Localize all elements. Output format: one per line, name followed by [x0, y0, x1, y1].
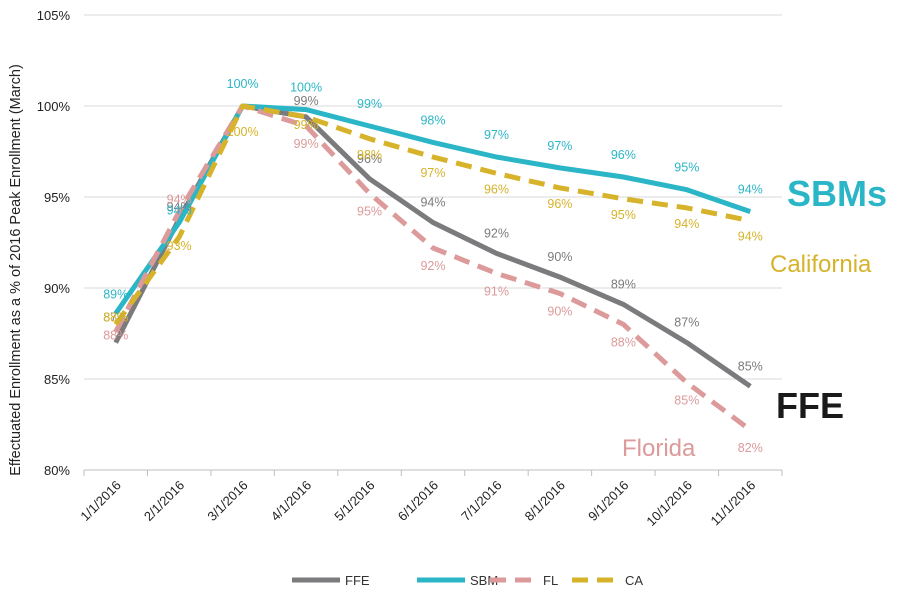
data-label-ffe: 89%	[611, 277, 636, 291]
x-tick-label: 9/1/2016	[585, 478, 631, 524]
x-tick-label: 10/1/2016	[643, 478, 695, 530]
data-label-fl: 99%	[294, 137, 319, 151]
data-label-ca: 100%	[227, 125, 259, 139]
annotation-sbm: SBMs	[787, 173, 887, 214]
data-label-ca: 96%	[484, 182, 509, 196]
legend-label-sbm: SBM	[470, 573, 498, 588]
data-label-ca: 95%	[611, 208, 636, 222]
data-label-ca: 94%	[674, 217, 699, 231]
y-tick-label: 80%	[44, 463, 70, 478]
y-tick-label: 105%	[37, 8, 71, 23]
data-label-ca: 99%	[294, 118, 319, 132]
data-label-sbm: 97%	[547, 139, 572, 153]
data-label-sbm: 94%	[738, 183, 763, 197]
legend-label-ca: CA	[625, 573, 643, 588]
annotation-ca: California	[770, 251, 872, 278]
x-tick-label: 8/1/2016	[522, 478, 568, 524]
series-annotations: SBMs California FFE Florida	[622, 173, 887, 462]
data-label-ffe: 92%	[484, 226, 509, 240]
data-label-fl: 90%	[547, 304, 572, 318]
x-tick-label: 3/1/2016	[204, 478, 250, 524]
data-label-ca: 94%	[738, 230, 763, 244]
series-line-ca	[113, 103, 751, 326]
legend-label-ffe: FFE	[345, 573, 370, 588]
data-label-ffe: 87%	[103, 311, 128, 325]
x-tick-label: 2/1/2016	[141, 478, 187, 524]
x-tick-label: 4/1/2016	[268, 478, 314, 524]
annotation-ffe: FFE	[776, 385, 844, 426]
data-label-sbm: 89%	[103, 287, 128, 301]
y-tick-label: 90%	[44, 281, 70, 296]
annotation-fl: Florida	[622, 435, 696, 462]
data-label-sbm: 98%	[420, 113, 445, 127]
data-label-ffe: 87%	[674, 316, 699, 330]
x-tick-label: 5/1/2016	[331, 478, 377, 524]
data-label-ffe: 96%	[357, 152, 382, 166]
data-label-fl: 82%	[738, 441, 763, 455]
y-tick-label: 95%	[44, 190, 70, 205]
data-label-sbm: 99%	[357, 97, 382, 111]
x-tick-label: 7/1/2016	[458, 478, 504, 524]
x-tick-label: 11/1/2016	[708, 478, 759, 529]
data-label-fl: 95%	[357, 204, 382, 218]
x-axis: 1/1/2016 2/1/2016 3/1/2016 4/1/2016 5/1/2016…	[77, 469, 783, 530]
data-label-sbm: 94%	[167, 203, 192, 217]
data-label-fl: 88%	[611, 335, 636, 349]
data-label-fl: 92%	[420, 259, 445, 273]
data-label-sbm: 100%	[227, 77, 259, 91]
data-label-ca: 93%	[167, 239, 192, 253]
data-label-sbm: 95%	[674, 161, 699, 175]
data-label-ca: 98%	[357, 148, 382, 162]
data-label-fl: 88%	[103, 329, 128, 343]
data-label-sbm: 96%	[611, 148, 636, 162]
legend: FFE SBM FL CA	[292, 573, 643, 588]
data-label-ffe: 85%	[738, 359, 763, 373]
data-label-fl: 85%	[674, 394, 699, 408]
legend-label-fl: FL	[543, 573, 558, 588]
data-label-ca: 88%	[103, 310, 128, 324]
data-label-fl: 91%	[484, 284, 509, 298]
series-line-sbm	[113, 103, 752, 315]
data-label-ca: 97%	[420, 166, 445, 180]
y-tick-label: 85%	[44, 372, 70, 387]
data-labels: 87% 94% 99% 96% 94% 92% 90% 89% 87% 85% 89% 94% 100%…	[103, 77, 763, 455]
x-tick-label: 1/1/2016	[77, 478, 123, 524]
data-label-ffe: 90%	[547, 250, 572, 264]
y-axis-ticks: 80% 85% 90% 95% 100% 105%	[37, 8, 71, 478]
series-lines	[113, 103, 752, 433]
x-tick-label: 6/1/2016	[395, 478, 441, 524]
data-label-ffe: 94%	[420, 195, 445, 209]
data-label-ffe: 94%	[167, 200, 192, 214]
data-label-sbm: 100%	[290, 81, 322, 95]
data-label-fl: 94%	[167, 193, 192, 207]
data-label-ca: 96%	[547, 197, 572, 211]
data-label-sbm: 97%	[484, 128, 509, 142]
series-line-fl	[113, 103, 752, 433]
y-axis-label: Effectuated Enrollment as a % of 2016 Pe…	[8, 64, 24, 476]
y-tick-label: 100%	[37, 99, 71, 114]
data-label-ffe: 99%	[294, 94, 319, 108]
